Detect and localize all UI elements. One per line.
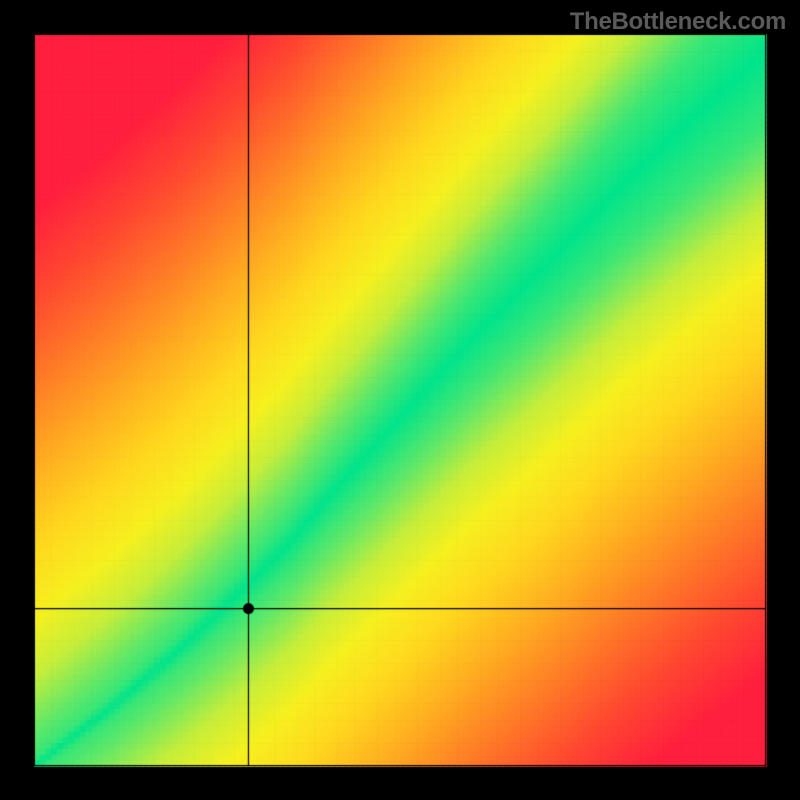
watermark-text: TheBottleneck.com: [570, 8, 786, 36]
chart-container: { "watermark": { "text": "TheBottleneck.…: [0, 0, 800, 800]
bottleneck-heatmap: [0, 0, 800, 800]
